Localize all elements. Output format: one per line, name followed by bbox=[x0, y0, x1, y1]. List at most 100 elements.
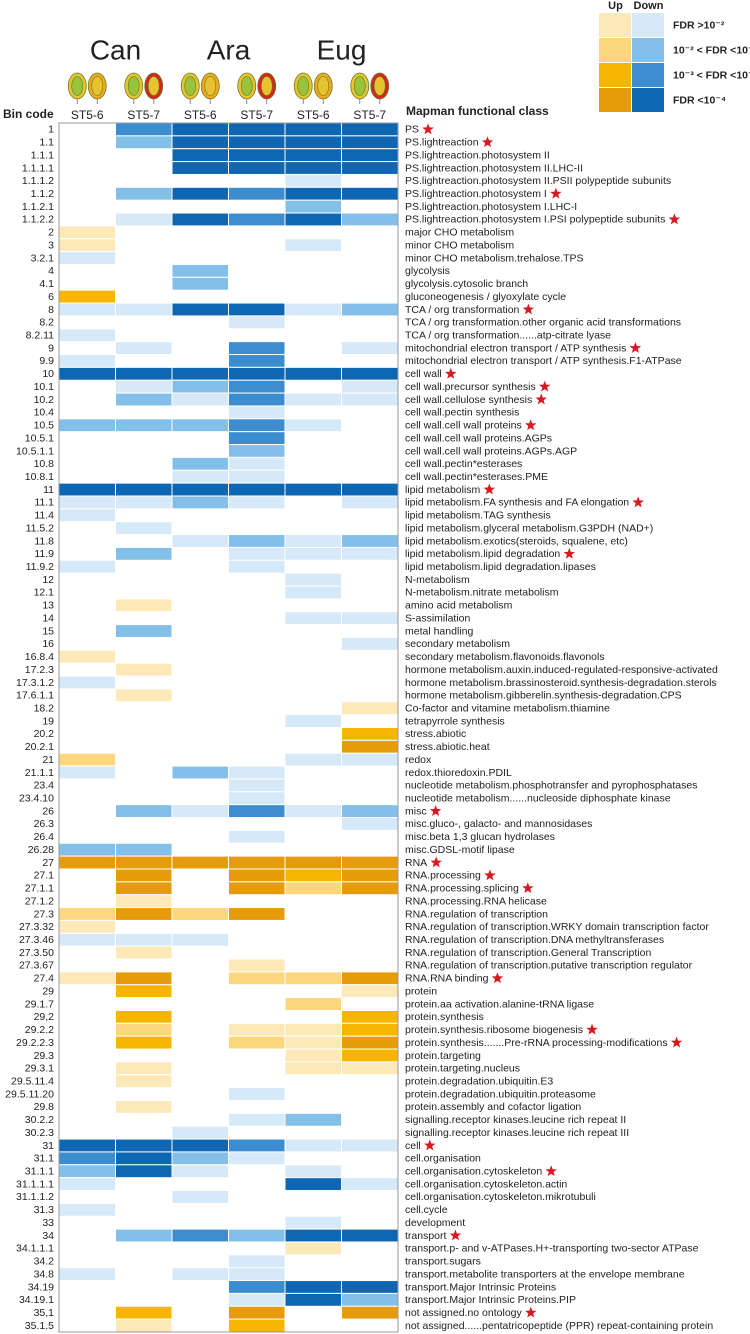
heat-cell bbox=[341, 804, 399, 819]
heat-cell bbox=[228, 1035, 286, 1050]
row-label: N-metabolism bbox=[405, 574, 470, 586]
star-marker bbox=[424, 1139, 436, 1151]
heat-cell bbox=[341, 752, 399, 767]
bin-code: 18.2 bbox=[34, 702, 55, 714]
bin-code: 34.8 bbox=[34, 1268, 55, 1280]
bin-code: 1.1.2.2 bbox=[22, 214, 54, 226]
heat-cell bbox=[228, 1138, 286, 1153]
heat-cell bbox=[341, 611, 399, 626]
legend-up-title: Up bbox=[608, 0, 623, 12]
bin-code: 31 bbox=[42, 1140, 54, 1152]
heat-cell bbox=[341, 636, 399, 651]
heat-cell bbox=[284, 1138, 342, 1153]
bin-code: 30.2.3 bbox=[25, 1127, 54, 1139]
heat-cell bbox=[228, 212, 286, 227]
bin-code: 27.1.2 bbox=[25, 895, 54, 907]
heat-cell bbox=[115, 881, 173, 896]
heat-cell bbox=[341, 881, 399, 896]
legend-label: FDR >10⁻² bbox=[673, 19, 725, 31]
bin-code: 27.1.1 bbox=[25, 883, 54, 895]
heat-cell bbox=[58, 328, 116, 343]
heat-cell bbox=[171, 122, 229, 137]
heat-cell bbox=[284, 611, 342, 626]
bin-code: 23.4.10 bbox=[19, 793, 54, 805]
row-label: protein.synthesis.......Pre-rRNA process… bbox=[405, 1037, 668, 1049]
heat-cell bbox=[284, 238, 342, 253]
heat-cell bbox=[171, 135, 229, 150]
fruit-icon-core bbox=[127, 76, 140, 96]
heat-cell bbox=[341, 701, 399, 716]
heat-cell bbox=[58, 842, 116, 857]
row-label: N-metabolism.nitrate metabolism bbox=[405, 587, 559, 599]
legend-swatch-up bbox=[599, 13, 631, 37]
row-label: RNA.regulation of transcription.WRKY dom… bbox=[405, 921, 709, 933]
row-label: lipid metabolism.glyceral metabolism.G3P… bbox=[405, 522, 653, 534]
row-label: misc.beta 1,3 glucan hydrolases bbox=[405, 831, 555, 843]
heat-cell bbox=[228, 161, 286, 175]
heat-cell bbox=[115, 1061, 173, 1076]
legend-swatch-down bbox=[632, 38, 664, 62]
row-label: cell wall.cell wall proteins.AGPs bbox=[405, 432, 552, 444]
row-label: cell wall.pectin*esterases bbox=[405, 458, 522, 470]
heat-cell bbox=[115, 1138, 173, 1153]
star-marker bbox=[525, 419, 537, 431]
heat-cell bbox=[58, 482, 116, 497]
heat-cell bbox=[58, 752, 116, 767]
bin-code: 27.3.67 bbox=[19, 960, 54, 972]
heat-cell bbox=[284, 971, 342, 986]
bin-code: 27.1 bbox=[34, 870, 55, 882]
heat-cell bbox=[115, 662, 173, 677]
row-label: RNA.processing.splicing bbox=[405, 883, 519, 895]
row-label: mitochondrial electron transport / ATP s… bbox=[405, 342, 626, 354]
bin-code: 31.3 bbox=[34, 1204, 55, 1216]
heat-cell bbox=[58, 855, 116, 870]
heat-cell bbox=[284, 122, 342, 137]
heat-cell bbox=[341, 1061, 399, 1076]
star-marker bbox=[430, 856, 442, 868]
bin-code: 11.8 bbox=[34, 535, 54, 547]
row-label: RNA bbox=[405, 857, 427, 869]
bin-code: 35.1.5 bbox=[25, 1320, 54, 1332]
row-label: misc bbox=[405, 805, 427, 817]
heat-cell bbox=[228, 907, 286, 921]
row-label: glycolysis bbox=[405, 265, 450, 277]
heat-cell bbox=[284, 1280, 342, 1294]
legend-label: 10⁻³ < FDR <10⁻⁴ bbox=[673, 69, 750, 81]
heat-cell bbox=[58, 971, 116, 986]
bin-code: 10.5.1 bbox=[25, 432, 54, 444]
heat-cell bbox=[284, 804, 342, 819]
bin-code: 4 bbox=[48, 265, 54, 277]
heat-cell bbox=[58, 302, 116, 317]
heat-cell bbox=[228, 1292, 286, 1307]
heat-cell bbox=[115, 894, 173, 909]
heat-cell bbox=[228, 1280, 286, 1294]
heat-cell bbox=[115, 842, 173, 857]
heat-cell bbox=[171, 1125, 229, 1140]
fruit-icon-core bbox=[147, 76, 160, 96]
bin-code: 34.19.1 bbox=[19, 1294, 54, 1306]
heat-cell bbox=[284, 482, 342, 497]
bin-code: 29.8 bbox=[34, 1101, 55, 1113]
row-label: minor CHO metabolism.trehalose.TPS bbox=[405, 252, 584, 264]
star-marker bbox=[586, 1023, 598, 1035]
row-label: secondary metabolism.flavonoids.flavonol… bbox=[405, 651, 605, 663]
heat-cell bbox=[284, 1022, 342, 1037]
row-label: cell wall bbox=[405, 368, 442, 380]
heat-cell bbox=[341, 1048, 399, 1063]
heat-cell bbox=[341, 727, 399, 741]
bin-code: 2 bbox=[48, 227, 54, 239]
star-marker bbox=[525, 1306, 537, 1318]
row-label: PS.lightreaction.photosystem I.PSI polyp… bbox=[405, 214, 665, 226]
row-label: misc.GDSL-motif lipase bbox=[405, 844, 515, 856]
row-label: S-assimilation bbox=[405, 612, 471, 624]
row-label: cell.cycle bbox=[405, 1204, 448, 1216]
heat-cell bbox=[228, 1112, 286, 1127]
bin-code: 6 bbox=[48, 291, 54, 303]
heat-cell bbox=[58, 932, 116, 947]
row-label: cell.organisation bbox=[405, 1153, 481, 1165]
heat-cell bbox=[341, 534, 399, 548]
bin-code: 13 bbox=[42, 600, 54, 612]
heat-cell bbox=[171, 392, 229, 407]
heat-cell bbox=[228, 1254, 286, 1269]
